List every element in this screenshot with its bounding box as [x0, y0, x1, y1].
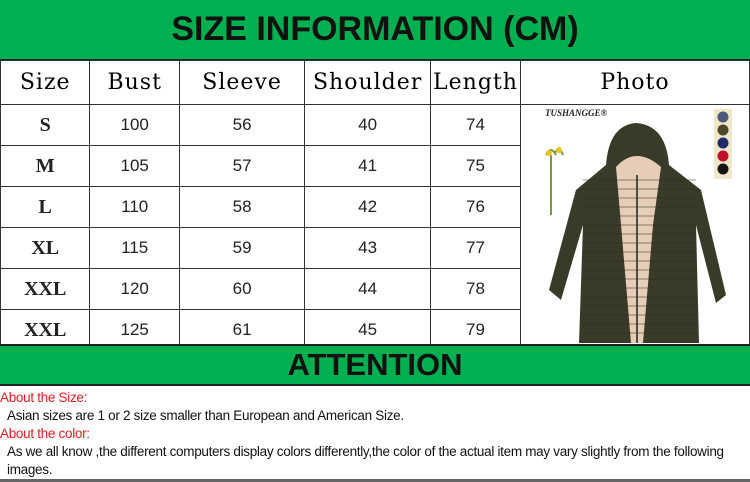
measure-cell: 76: [430, 186, 521, 228]
measure-cell: 56: [178, 104, 306, 146]
table-row: S 100 56 40 74 TUSHANGGE®: [0, 104, 750, 351]
color-note-text: As we all know ,the different computers …: [7, 444, 724, 477]
table-row: M 105 57 41 75: [0, 145, 750, 187]
measure-cell: 44: [304, 268, 432, 310]
size-note-text: Asian sizes are 1 or 2 size smaller than…: [7, 408, 404, 423]
measure-cell: 75: [430, 145, 521, 187]
measure-cell: 78: [430, 268, 521, 310]
column-header: Sleeve: [178, 60, 306, 105]
size-table: Size Bust Sleeve Shoulder Length Photo S 100 56…: [0, 60, 750, 351]
size-cell: S: [0, 104, 91, 146]
measure-cell: 40: [304, 104, 432, 146]
measure-cell: 110: [89, 186, 180, 228]
size-cell: XXL: [0, 268, 91, 310]
measure-cell: 43: [304, 227, 432, 269]
measure-cell: 41: [304, 145, 432, 187]
color-swatch: [717, 163, 729, 175]
notes: About the Size: Asian sizes are 1 or 2 s…: [0, 389, 750, 479]
color-note-heading: About the color:: [0, 426, 90, 441]
size-info-title: SIZE INFORMATION (CM): [0, 0, 750, 61]
color-swatch: [717, 111, 729, 123]
column-header: Shoulder: [304, 60, 432, 105]
size-cell: XL: [0, 227, 91, 269]
measure-cell: 57: [178, 145, 306, 187]
color-swatch: [717, 124, 729, 136]
size-note-heading: About the Size:: [0, 390, 88, 405]
measure-cell: 115: [89, 227, 180, 269]
measure-cell: 60: [178, 268, 306, 310]
measure-cell: 105: [89, 145, 180, 187]
product-photo: TUSHANGGE®: [519, 104, 750, 351]
size-cell: M: [0, 145, 91, 187]
brand-logo: TUSHANGGE®: [544, 108, 608, 118]
color-swatch: [717, 150, 729, 162]
measure-cell: 42: [304, 186, 432, 228]
column-header: Length: [430, 60, 521, 105]
measure-cell: 77: [430, 227, 521, 269]
coat-image: [545, 109, 732, 343]
column-header: Photo: [519, 60, 750, 105]
table-header-row: Size Bust Sleeve Shoulder Length Photo: [0, 60, 750, 105]
attention-title: ATTENTION: [0, 344, 750, 386]
measure-cell: 74: [430, 104, 521, 146]
measure-cell: 120: [89, 268, 180, 310]
divider: [0, 479, 750, 482]
measure-cell: 58: [178, 186, 306, 228]
measure-cell: 59: [178, 227, 306, 269]
color-swatch: [717, 137, 729, 149]
measure-cell: 100: [89, 104, 180, 146]
table-row: XXL 120 60 44 78: [0, 268, 750, 310]
column-header: Bust: [89, 60, 180, 105]
column-header: Size: [0, 60, 91, 105]
size-cell: L: [0, 186, 91, 228]
